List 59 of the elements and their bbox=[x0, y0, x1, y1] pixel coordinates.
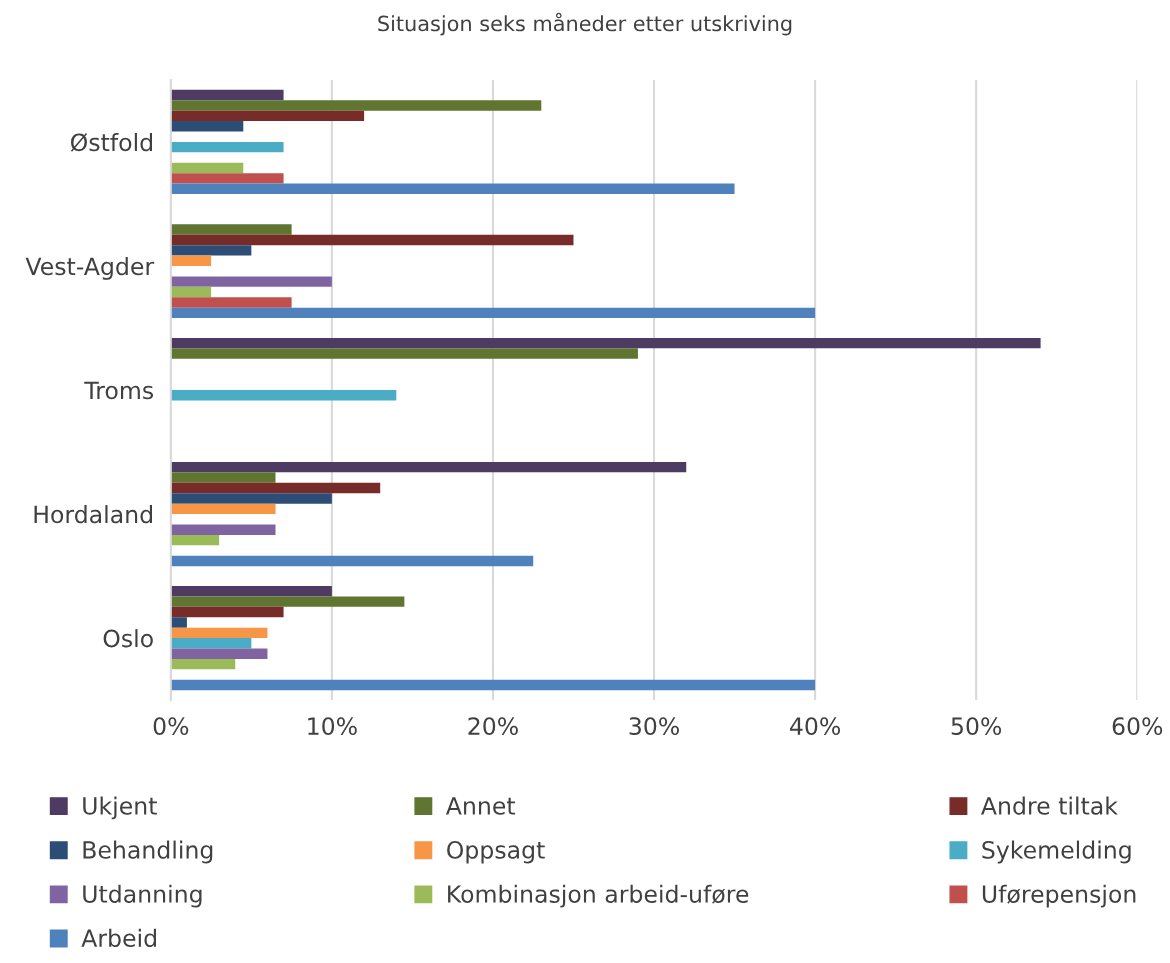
bar bbox=[170, 286, 212, 298]
bar bbox=[170, 493, 332, 504]
bar bbox=[170, 461, 687, 473]
bar bbox=[170, 555, 534, 567]
chart-title: Situasjon seks måneder etter utskriving bbox=[378, 12, 792, 36]
x-tick-label: 10% bbox=[308, 717, 357, 736]
bar bbox=[170, 638, 252, 649]
legend-label: Kombinasjon arbeid-uføre bbox=[448, 884, 749, 908]
y-tick-label: Troms bbox=[84, 381, 153, 400]
x-tick-label: 50% bbox=[951, 717, 1002, 736]
bar bbox=[170, 110, 365, 122]
bar bbox=[170, 245, 252, 256]
bar bbox=[170, 658, 236, 670]
bar bbox=[170, 162, 244, 174]
bar bbox=[170, 648, 268, 659]
bar bbox=[170, 348, 638, 359]
legend-label: Andre tiltak bbox=[981, 796, 1118, 815]
legend-label: Annet bbox=[445, 797, 516, 815]
bar bbox=[170, 173, 284, 184]
bar bbox=[170, 276, 332, 287]
bar bbox=[170, 534, 220, 546]
bar bbox=[170, 183, 735, 195]
y-tick-label: Hordaland bbox=[34, 505, 152, 524]
bar bbox=[170, 482, 381, 494]
x-tick-label: 30% bbox=[629, 717, 679, 736]
y-tick-label: Østfold bbox=[70, 132, 153, 152]
x-tick-label: 0% bbox=[153, 717, 189, 736]
bar bbox=[170, 297, 292, 308]
bar bbox=[170, 503, 276, 515]
x-tick-label: 60% bbox=[1112, 717, 1163, 736]
bar bbox=[170, 234, 574, 246]
bar bbox=[170, 100, 542, 111]
bar bbox=[170, 121, 244, 132]
legend-label: Oppsagt bbox=[447, 840, 545, 864]
y-tick-label: Oslo bbox=[103, 629, 153, 648]
bar bbox=[170, 627, 268, 639]
x-tick-label: 20% bbox=[468, 717, 518, 736]
bar bbox=[170, 390, 397, 401]
bar bbox=[170, 617, 187, 628]
legend-label: Arbeid bbox=[81, 928, 156, 948]
bar bbox=[170, 606, 284, 618]
legend-label: Utdanning bbox=[83, 884, 202, 908]
bar bbox=[170, 679, 816, 691]
bar bbox=[170, 255, 212, 266]
bar bbox=[170, 307, 816, 319]
bar bbox=[170, 89, 284, 101]
x-tick-label: 40% bbox=[790, 717, 841, 736]
bar bbox=[170, 524, 276, 535]
bar bbox=[170, 337, 1041, 349]
legend-label: Uførepensjon bbox=[982, 884, 1136, 908]
legend-label: Sykemelding bbox=[982, 840, 1131, 864]
bar bbox=[170, 585, 332, 597]
bar bbox=[170, 224, 292, 235]
y-tick-label: Vest-Agder bbox=[25, 257, 155, 280]
bar bbox=[170, 596, 405, 607]
legend-label: Behandling bbox=[83, 840, 213, 864]
legend-label: Ukjent bbox=[83, 796, 157, 820]
bar bbox=[170, 472, 276, 483]
bar bbox=[170, 141, 284, 153]
